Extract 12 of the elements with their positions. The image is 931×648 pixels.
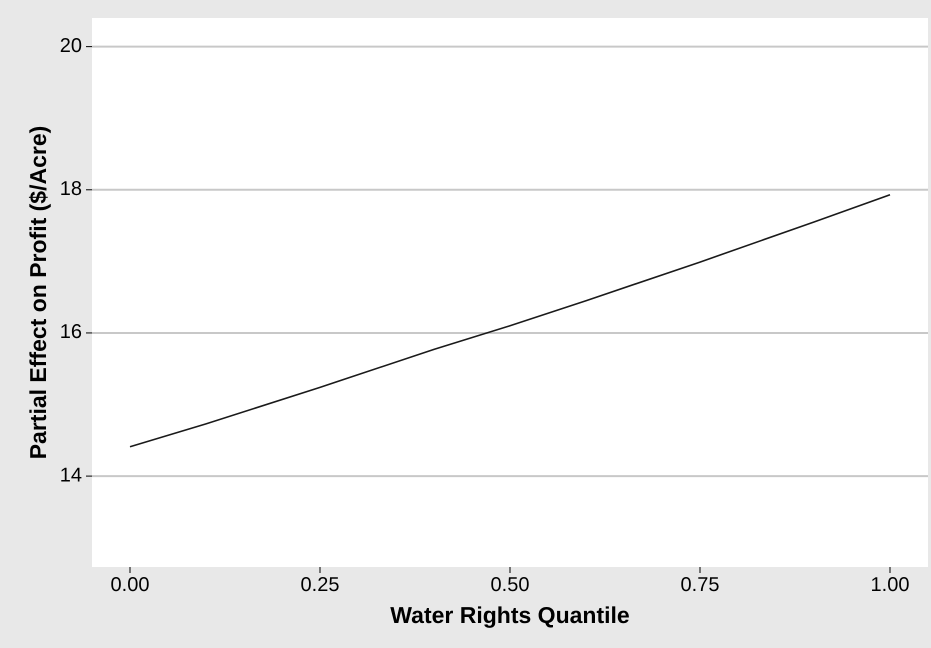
x-axis-title: Water Rights Quantile [390,602,630,628]
line-series [129,194,891,448]
y-tick-label: 18 [60,178,82,200]
y-tick-label: 16 [60,321,82,344]
x-tick-label: 0.75 [680,574,720,596]
x-tick-label: 0.50 [490,574,530,596]
y-tick-label: 14 [60,464,82,486]
x-tick-label: 1.00 [870,574,910,596]
y-tick-label: 20 [60,34,82,57]
x-tick-label: 0.00 [110,574,150,596]
x-tick-label: 0.25 [300,574,340,596]
y-axis-title: Partial Effect on Profit ($/Acre) [25,126,51,460]
